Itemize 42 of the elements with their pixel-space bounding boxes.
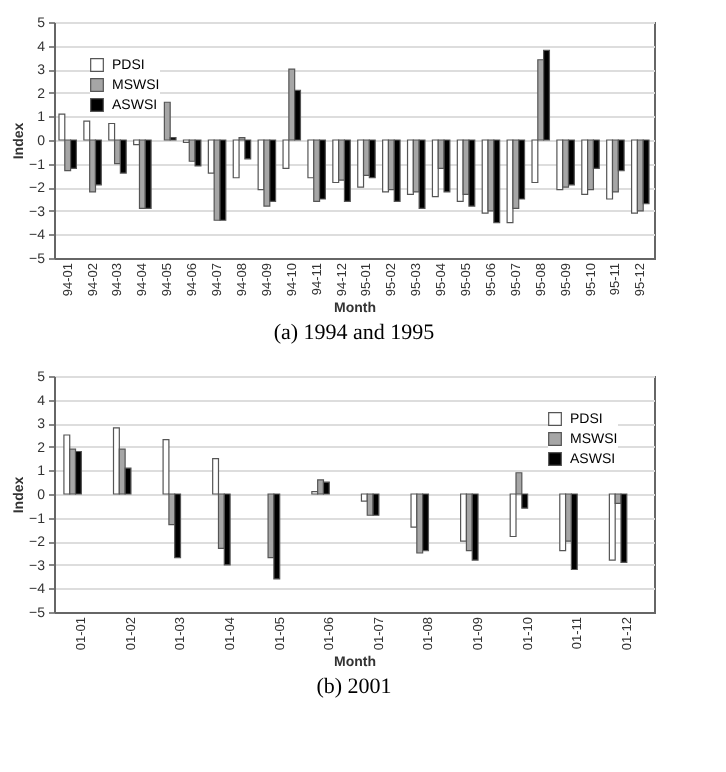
bar [194,139,202,167]
bar [468,139,476,207]
bar [163,101,171,141]
bar [393,139,401,202]
bar [94,139,102,186]
bar [543,49,551,141]
bar [273,493,281,580]
bar [368,139,376,179]
bar [431,139,439,198]
bar [74,450,82,495]
bar [232,139,240,179]
bar [642,139,650,205]
bar [219,139,227,221]
bar [269,139,277,202]
bar [587,139,595,191]
bar [443,139,451,193]
bar [317,479,325,495]
bar [70,139,78,169]
bar [620,493,628,564]
bar [357,139,365,188]
bar [570,493,578,571]
text: (a) 1994 and 1995 [273,321,436,346]
bar [244,139,252,160]
bar [174,493,182,559]
bar [343,139,351,202]
bar [112,427,120,495]
bar [322,481,330,495]
bar [471,493,479,561]
bar [372,493,380,516]
bar [223,493,231,566]
bar [119,139,127,174]
bar [422,493,430,552]
bar [567,139,575,186]
bar [611,139,619,193]
bar [418,139,426,210]
bar [63,434,71,495]
bar [318,139,326,200]
bar [608,493,616,561]
bar [144,139,152,210]
bar [506,139,514,224]
text: (b) 2001 [316,675,392,700]
bar [493,139,501,224]
